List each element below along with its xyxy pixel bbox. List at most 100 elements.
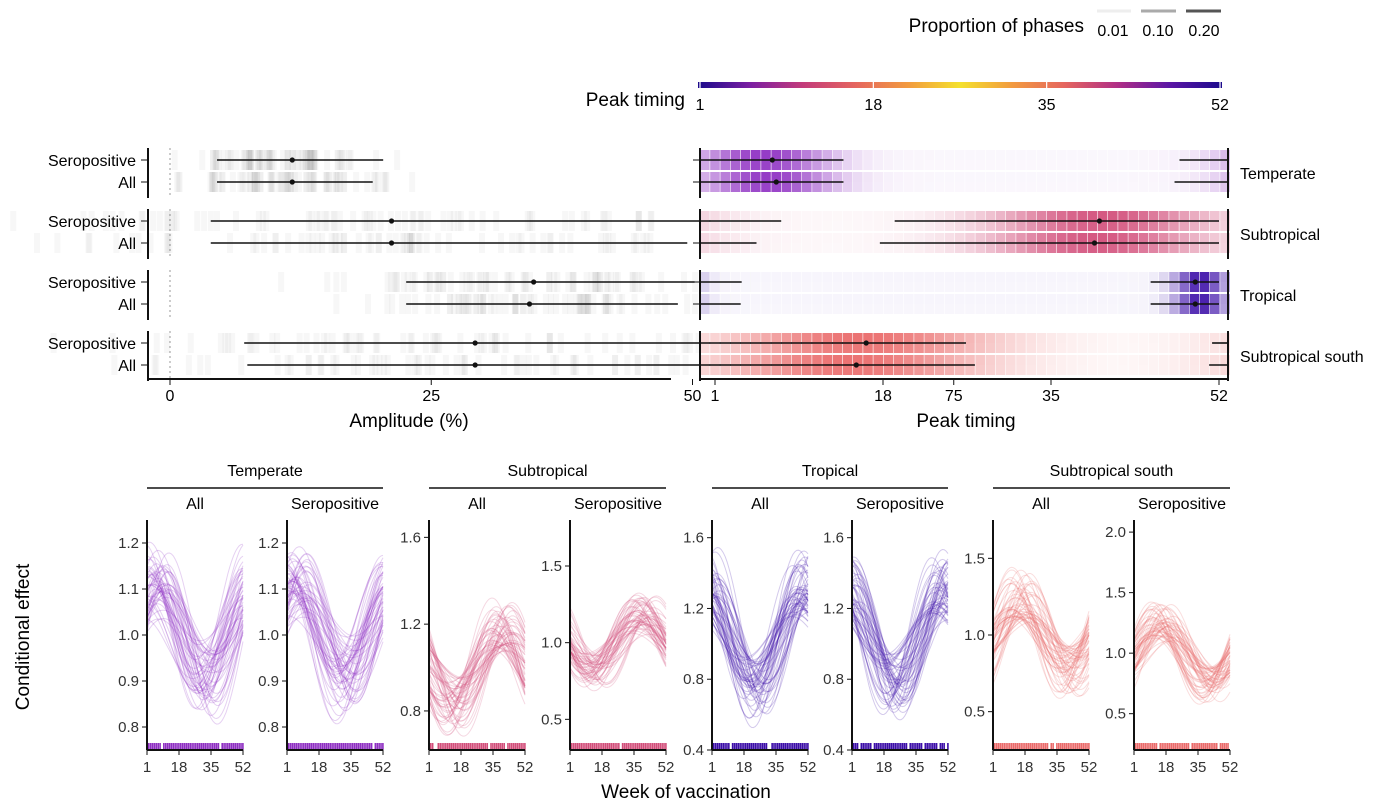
peak-density-cell [1087,343,1098,353]
vaccination-rug-mark [1067,743,1069,750]
peak-density-cell [1067,294,1077,304]
region-strip-label: Tropical [1240,288,1296,305]
conditional-effect-draw [286,578,384,690]
peak-density-cell [985,304,996,314]
peak-density-cell [1016,233,1026,243]
panel-x-tick-label: 35 [203,759,220,776]
peak-density-cell [842,160,853,170]
peak-density-cell [1199,172,1210,182]
peak-density-cell [985,211,996,221]
peak-density-cell [883,365,894,375]
vaccination-rug-mark [147,743,150,750]
vaccination-rug-mark [1176,743,1178,750]
vaccination-rug-mark [308,743,311,750]
vaccination-rug-mark [185,743,188,750]
conditional-effect-draw [992,608,1090,652]
peak-density-cell [995,172,1006,182]
conditional-effect-draw [569,622,667,663]
peak-density-cell [761,182,771,192]
peak-density-cell [761,272,771,282]
vaccination-rug-mark [915,743,917,750]
conditional-effect-draw [286,571,384,693]
peak-density-cell [863,343,873,353]
peak-density-cell [842,233,853,243]
peak-density-cell [791,272,802,282]
vaccination-rug-mark [348,743,350,750]
peak-density-cell [904,172,914,182]
vaccination-rug-mark [1020,743,1022,750]
conditional-effect-draw [286,560,384,667]
peak-density-cell [914,172,924,182]
vaccination-rug-mark [778,743,781,750]
conditional-effect-draw [146,596,244,655]
vaccination-rug-mark [1046,743,1049,750]
vaccination-rug-mark [754,743,756,750]
peak-density-cell [924,294,934,304]
peak-density-cell [1118,160,1128,170]
peak-density-cell [1046,233,1057,243]
vaccination-rug-mark [1210,743,1212,750]
vaccination-rug-mark [997,743,1000,750]
peak-density-cell [934,172,945,182]
vaccination-rug-mark [636,743,639,750]
peak-density-cell [1097,333,1108,343]
peak-density-cell [995,221,1006,231]
peak-density-cell [1118,150,1128,160]
conditional-effect-draw [992,581,1090,686]
conditional-effect-draw [711,592,809,687]
conditional-effect-draw [428,631,526,689]
peak-density-cell [893,233,904,243]
conditional-effect-draw [711,573,809,704]
panel-y-tick-label: 0.9 [258,673,279,690]
vaccination-rug-mark [157,743,159,750]
conditional-effect-draw [1133,618,1231,688]
panel-y-tick-label: 1.0 [118,627,139,644]
vaccination-rug-mark [480,743,483,750]
conditional-effect-draw [1133,631,1231,670]
peak-density-cell [1067,272,1077,282]
conditional-effect-draw [286,581,384,652]
peak-density-cell [914,243,924,253]
peak-density-cell [1077,304,1087,314]
conditional-effect-draw [146,567,244,710]
peak-block-temperate: Temperate [693,148,1316,198]
conditional-effect-draw [992,613,1090,664]
peak-density-cell [802,160,812,170]
conditional-effect-draw [1133,627,1231,683]
vaccination-rug-mark [1029,743,1032,750]
conditional-effect-draw [428,649,526,703]
panel-y-tick-label: 0.4 [683,742,704,759]
conditional-effect-draw [146,584,244,675]
conditional-effect-draw [428,615,526,722]
conditional-effect-draw [851,566,949,707]
peak-density-cell [1118,294,1128,304]
peak-density-cell [822,343,832,353]
peak-density-cell [700,221,710,231]
vaccination-rug-mark [1056,743,1058,750]
conditional-effect-draw [428,642,526,709]
peak-density-cell [1087,272,1098,282]
amplitude-density-strip [188,333,194,353]
vaccination-rug-mark [1182,743,1184,750]
peak-density-cell [842,333,853,343]
conditional-effect-draw [992,616,1090,660]
panel-y-tick-label: 0.9 [118,673,139,690]
conditional-effect-draw [286,554,384,691]
panel-group-label: Seropositive [291,496,379,513]
peak-density-cell [1087,182,1098,192]
peak-density-cell [832,182,843,192]
vaccination-rug-mark [1136,743,1139,750]
peak-density-cell [853,294,863,304]
conditional-effect-draw [146,590,244,652]
vaccination-rug-mark [242,743,244,750]
conditional-effect-draw [711,611,809,666]
amplitude-density-strip [375,172,381,192]
vaccination-rug-mark [756,743,758,750]
peak-density-cell [822,294,832,304]
peak-density-cell [842,304,853,314]
vaccination-rug-mark [1225,743,1227,750]
vaccination-rug-mark [460,743,462,750]
vaccination-rug-mark [1215,743,1218,750]
conditional-effect-draw [1133,622,1231,686]
